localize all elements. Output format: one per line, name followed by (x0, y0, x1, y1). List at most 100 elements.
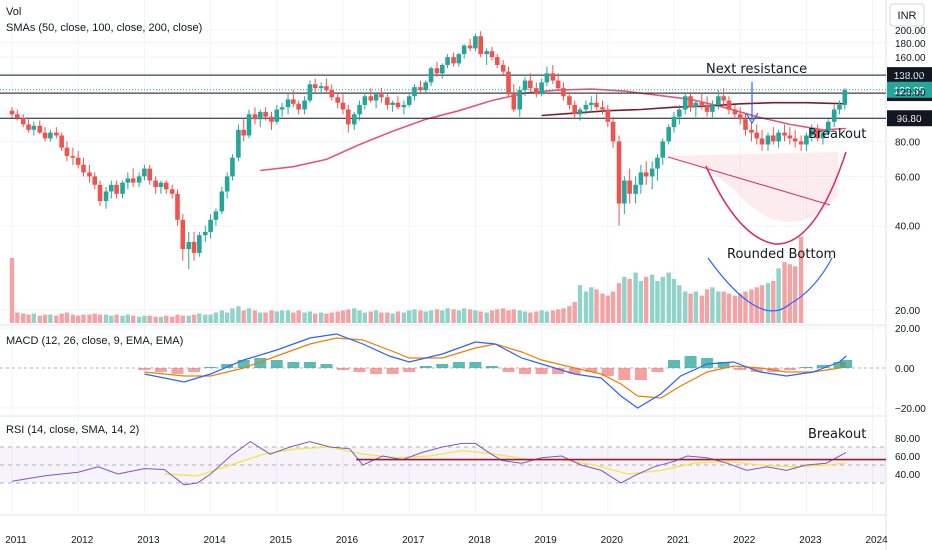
volume-bar (600, 293, 605, 323)
x-tick-label: 2014 (203, 535, 226, 546)
candle-body (14, 114, 20, 118)
volume-bar (616, 283, 622, 323)
candle-body (445, 57, 450, 65)
volume-bar (704, 289, 710, 323)
candle-body (31, 125, 37, 130)
x-tick-label: 2024 (865, 535, 888, 546)
candle-body (440, 64, 445, 74)
volume-bar (539, 310, 544, 323)
volume-bar (407, 310, 412, 323)
candle-body (461, 45, 467, 55)
macd-histogram-bar (337, 368, 349, 370)
macd-histogram-bar (734, 368, 747, 370)
volume-bar (721, 291, 726, 323)
volume-bar (699, 295, 705, 323)
x-tick-label: 2023 (799, 535, 822, 546)
macd-histogram-bar (519, 368, 532, 374)
volume-bar (792, 266, 798, 323)
candle-body (26, 124, 31, 130)
volume-bar (555, 309, 561, 323)
candle-body (395, 102, 401, 108)
volume-bar (324, 313, 329, 323)
volume-bar (302, 312, 307, 323)
candle-body (754, 132, 760, 139)
candle-body (20, 117, 26, 125)
volume-bar (296, 310, 301, 323)
candle-body (390, 102, 395, 105)
macd-histogram-bar (386, 368, 399, 374)
candle-body (693, 102, 699, 108)
macd-histogram-bar (668, 360, 680, 368)
volume-bar (109, 315, 114, 323)
price-level-label: 96.80 (896, 114, 921, 125)
volume-bar (478, 311, 483, 323)
candle-body (737, 114, 743, 120)
volume-bar (677, 285, 682, 323)
volume-bar (683, 291, 688, 323)
chart-drawings (667, 82, 847, 312)
currency-badge[interactable] (889, 3, 925, 27)
volume-bar (318, 312, 324, 323)
price-tick-label: 80.00 (895, 137, 920, 148)
volume-bar (710, 287, 715, 323)
candle-body (622, 180, 627, 204)
candle-body (561, 88, 566, 97)
candle-body (749, 129, 754, 133)
macd-histogram-bar (552, 368, 565, 374)
rsi-line (11, 440, 847, 486)
volume-bar (649, 274, 655, 323)
candle-body (804, 135, 809, 145)
candle-body (345, 109, 351, 125)
candle-body (59, 135, 64, 148)
volume-bar (246, 308, 252, 323)
candle-body (324, 86, 329, 91)
x-tick-label: 2018 (468, 535, 491, 546)
candle-body (473, 36, 478, 49)
candle-body (528, 80, 533, 89)
candle-body (671, 116, 677, 128)
volume-bar (456, 310, 462, 323)
candle-body (54, 132, 59, 136)
volume-bar (54, 315, 59, 323)
candle-body (759, 138, 765, 145)
candle-body (484, 51, 489, 55)
candle-body (815, 129, 820, 139)
price-level-label: 138.00 (894, 71, 925, 82)
volume-bar (528, 312, 533, 323)
candle-body (208, 219, 213, 232)
volume-bar (572, 302, 577, 323)
price-tick-label: 160.00 (895, 53, 926, 64)
macd-histogram-bar (188, 368, 201, 372)
volume-bar (357, 310, 362, 323)
candle-body (842, 90, 848, 105)
candle-body (158, 182, 164, 187)
macd-histogram-bar (783, 368, 796, 370)
volume-bar (120, 315, 125, 323)
volume-bar (423, 311, 428, 323)
volume-bar (610, 291, 616, 323)
volume-bar (352, 308, 357, 323)
candle-body (825, 121, 831, 133)
x-tick-label: 2012 (71, 535, 94, 546)
candle-body (831, 109, 837, 122)
volume-bar (81, 314, 86, 323)
volume-bar (511, 309, 516, 323)
x-tick-label: 2019 (534, 535, 557, 546)
volume-bar (263, 312, 268, 323)
macd-histogram-bar (634, 368, 647, 380)
macd-histogram-bar (270, 360, 283, 368)
macd-histogram-bar (601, 368, 614, 376)
candle-body (716, 96, 721, 105)
volume-bar (153, 316, 158, 323)
candle-body (704, 104, 710, 112)
x-tick-label: 2011 (5, 535, 27, 546)
volume-bar (175, 314, 180, 323)
breakout-label: Breakout (808, 127, 866, 142)
volume-bar (666, 272, 671, 323)
volume-bar (445, 308, 450, 323)
volume-bar (561, 308, 566, 323)
candle-body (335, 97, 341, 103)
rsi-panel (11, 440, 886, 486)
candle-body (81, 164, 86, 173)
